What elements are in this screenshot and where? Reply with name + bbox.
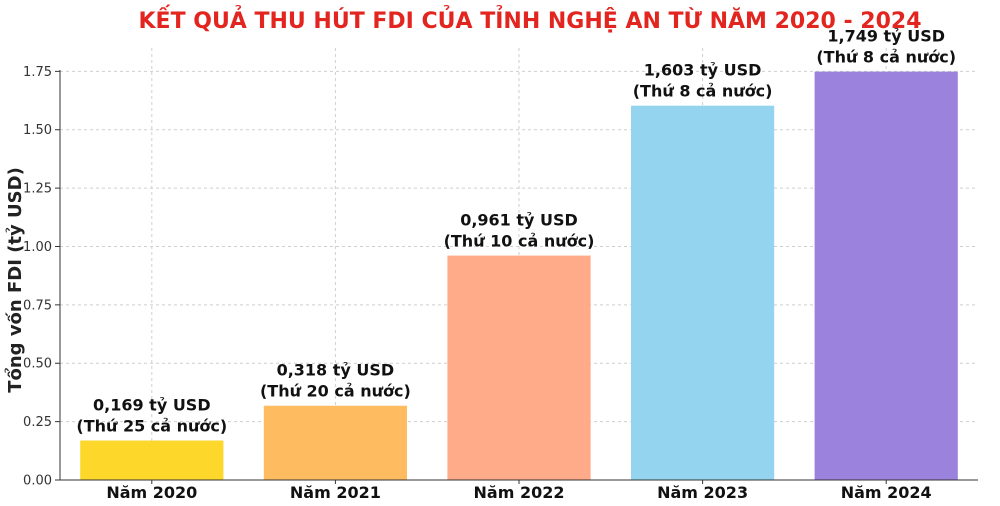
data-label-value: 1,603 tỷ USD	[644, 61, 762, 80]
bar	[447, 255, 591, 480]
data-label-value: 0,961 tỷ USD	[460, 211, 578, 230]
y-axis-ticks: 0.00 0.25 0.50 0.75 1.00 1.25 1.50 1.75	[23, 65, 60, 489]
data-label-rank: (Thứ 20 cả nước)	[260, 382, 411, 401]
y-tick-label: 0.25	[23, 415, 52, 430]
y-tick-label: 1.75	[23, 65, 52, 80]
x-axis-ticks: Năm 2020 Năm 2021 Năm 2022 Năm 2023 Năm 2024	[106, 480, 932, 502]
x-tick-label: Năm 2023	[657, 483, 748, 502]
y-tick-label: 0.75	[23, 298, 52, 313]
x-tick-label: Năm 2021	[290, 483, 381, 502]
data-label-rank: (Thứ 25 cả nước)	[76, 417, 227, 436]
data-label-rank: (Thứ 8 cả nước)	[816, 48, 956, 67]
bar	[814, 71, 958, 480]
bar	[263, 405, 408, 480]
y-tick-label: 1.25	[23, 182, 52, 197]
data-label-value: 0,169 tỷ USD	[93, 396, 211, 415]
axes	[59, 70, 978, 481]
y-tick-label: 1.00	[23, 240, 52, 255]
data-label-value: 0,318 tỷ USD	[277, 361, 395, 380]
x-tick-label: Năm 2022	[474, 483, 565, 502]
y-tick-label: 0.50	[23, 357, 52, 372]
y-tick-label: 0.00	[23, 474, 52, 489]
x-tick-label: Năm 2020	[106, 483, 197, 502]
data-label-rank: (Thứ 10 cả nước)	[444, 232, 595, 251]
bar	[630, 105, 775, 480]
data-label-value: 1,749 tỷ USD	[827, 27, 945, 46]
x-tick-label: Năm 2024	[841, 483, 932, 502]
bar	[80, 440, 224, 480]
data-label-rank: (Thứ 8 cả nước)	[633, 82, 773, 101]
y-tick-label: 1.50	[23, 123, 52, 138]
chart-title: KẾT QUẢ THU HÚT FDI CỦA TỈNH NGHỆ AN TỪ …	[139, 5, 922, 34]
y-axis-label: Tổng vốn FDI (tỷ USD)	[4, 167, 26, 393]
bars	[80, 71, 958, 480]
data-labels: 0,169 tỷ USD (Thứ 25 cả nước) 0,318 tỷ USD…	[76, 27, 956, 436]
